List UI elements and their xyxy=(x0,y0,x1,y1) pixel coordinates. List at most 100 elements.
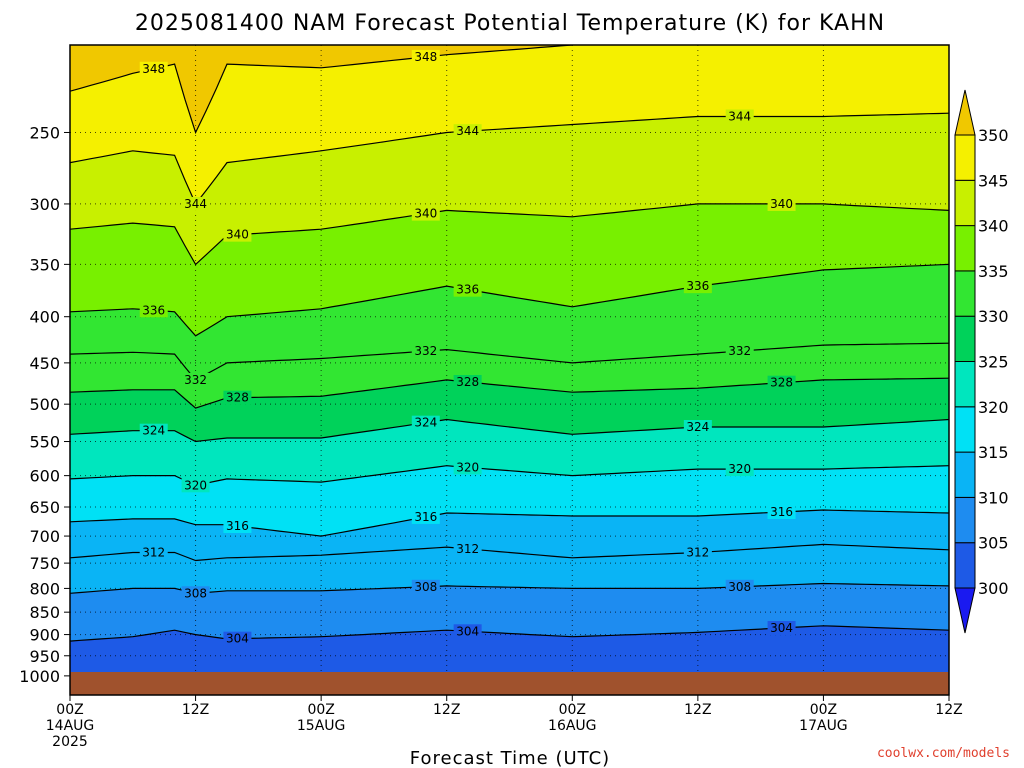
colorbar-tick-label: 335 xyxy=(978,262,1009,281)
isentrope-label-bg xyxy=(139,423,168,438)
y-tick-label: 550 xyxy=(29,433,60,452)
y-tick-label: 850 xyxy=(29,603,60,622)
colorbar-tick-label: 300 xyxy=(978,579,1009,598)
y-tick-label: 950 xyxy=(29,647,60,666)
colorbar-segment xyxy=(954,315,976,363)
x-tick-label: 00Z xyxy=(810,702,837,718)
x-tick-label: 15AUG xyxy=(297,718,346,734)
band-348 xyxy=(70,45,949,204)
isentrope-label-bg xyxy=(767,375,796,390)
isentrope-label-bg xyxy=(181,196,210,211)
x-tick-label: 17AUG xyxy=(799,718,848,734)
isentrope-label: 344 xyxy=(184,197,207,211)
isentrope-label: 328 xyxy=(770,376,793,390)
colorbar-segment xyxy=(954,496,976,544)
isentrope-label: 320 xyxy=(456,460,479,474)
y-tick-label: 700 xyxy=(29,527,60,546)
isentrope-328 xyxy=(70,377,949,409)
isentrope-label-bg xyxy=(223,518,252,533)
isentrope-308 xyxy=(70,582,949,594)
colorbar-max-arrow xyxy=(954,89,976,136)
y-tick-label: 450 xyxy=(29,354,60,373)
isentrope-label-bg xyxy=(453,124,482,139)
isentrope-label-bg xyxy=(139,545,168,560)
colorbar-tick-label: 315 xyxy=(978,443,1009,462)
colorbar-segment xyxy=(954,134,976,181)
x-tick-label: 12Z xyxy=(433,702,460,718)
isentrope-label: 348 xyxy=(414,50,437,64)
colorbar-min-arrow xyxy=(954,587,976,634)
isentrope-label: 324 xyxy=(414,416,437,430)
colorbar-tick-label: 325 xyxy=(978,353,1009,372)
isentrope-340 xyxy=(70,203,949,266)
colorbar: 300 305 310 315 320 325 330 335 340 345 350 xyxy=(954,89,1009,634)
isentrope-label-bg xyxy=(223,227,252,242)
colorbar-segment xyxy=(954,542,976,589)
isentrope-label: 324 xyxy=(142,424,165,438)
colorbar-tick-label: 330 xyxy=(978,307,1009,326)
plot-frame xyxy=(69,44,950,696)
y-tick-label: 650 xyxy=(29,498,60,517)
band-316 xyxy=(70,510,949,561)
band-320 xyxy=(70,465,949,537)
isentrope-label: 304 xyxy=(770,621,793,635)
band-308 xyxy=(70,583,949,642)
y-tick-label: 400 xyxy=(29,308,60,327)
isentrope-label-bg xyxy=(411,344,440,359)
isentrope-label: 340 xyxy=(226,228,249,242)
isentrope-label-bg xyxy=(683,420,712,435)
isentrope-label: 312 xyxy=(686,546,709,560)
x-tick-label: 16AUG xyxy=(548,718,597,734)
isentrope-label: 308 xyxy=(728,580,751,594)
isentrope-label: 340 xyxy=(414,207,437,221)
isentrope-label-bg xyxy=(223,631,252,646)
isentrope-label: 328 xyxy=(456,375,479,389)
isentrope-label: 320 xyxy=(728,462,751,476)
credit-text: coolwx.com/models xyxy=(877,746,1010,761)
isentrope-label-bg xyxy=(181,478,210,493)
isentrope-label-bg xyxy=(453,374,482,389)
isentrope-label-bg xyxy=(411,206,440,221)
colorbar-segment xyxy=(954,406,976,453)
isentrope-label: 328 xyxy=(226,391,249,405)
isentrope-344 xyxy=(70,112,949,206)
chart-title: 2025081400 NAM Forecast Potential Temper… xyxy=(135,11,885,36)
isentrope-label-bg xyxy=(411,415,440,430)
x-tick-label: 00Z xyxy=(559,702,586,718)
isentrope-label: 340 xyxy=(770,197,793,211)
y-axis: 250 300 350 400 450 500 550 600 650 700 750 800 850 9… xyxy=(19,123,70,686)
isentrope-324 xyxy=(70,418,949,443)
isentrope-label-bg xyxy=(725,344,754,359)
x-tick-label: 2025 xyxy=(52,734,88,750)
isentrope-label: 348 xyxy=(142,62,165,76)
isentrope-312 xyxy=(70,543,949,562)
y-tick-label: 350 xyxy=(29,255,60,274)
colorbar-tick-label: 305 xyxy=(978,534,1009,553)
colorbar-tick-label: 320 xyxy=(978,398,1009,417)
isentrope-320 xyxy=(70,465,949,486)
band-328 xyxy=(70,378,949,442)
isentrope-label-bg xyxy=(181,372,210,387)
isentrope-label: 324 xyxy=(686,420,709,434)
isentrope-label-bg xyxy=(453,541,482,556)
isentrope-label-bg xyxy=(411,509,440,524)
isentrope-label: 344 xyxy=(728,109,751,123)
isentrope-label: 308 xyxy=(184,586,207,600)
isentrope-label: 332 xyxy=(728,344,751,358)
isentrope-label: 308 xyxy=(414,580,437,594)
isentrope-label-bg xyxy=(411,49,440,64)
colorbar-segment xyxy=(954,451,976,498)
x-tick-label: 00Z xyxy=(307,702,334,718)
colorbar-segment xyxy=(954,361,976,408)
colorbar-segment xyxy=(954,179,976,227)
band-344 xyxy=(70,113,949,265)
isentrope-label: 336 xyxy=(142,303,165,317)
isentrope-label: 304 xyxy=(456,624,479,638)
isentrope-label: 312 xyxy=(456,542,479,556)
isentrope-label: 316 xyxy=(414,510,437,524)
isentrope-label-bg xyxy=(453,624,482,639)
x-tick-label: 14AUG xyxy=(46,718,95,734)
colorbar-segment xyxy=(954,225,976,272)
